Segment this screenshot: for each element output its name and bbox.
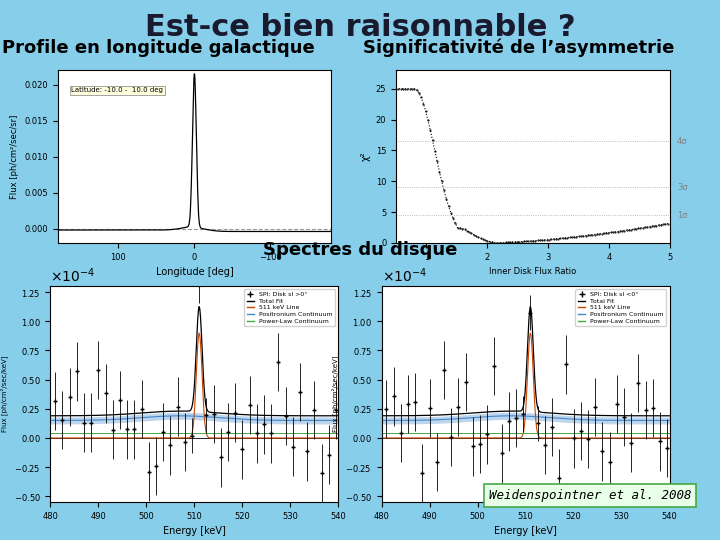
X-axis label: Inner Disk Flux Ratio: Inner Disk Flux Ratio <box>489 267 577 276</box>
X-axis label: Longitude [deg]: Longitude [deg] <box>156 267 233 277</box>
Y-axis label: χ²: χ² <box>360 152 370 161</box>
Text: 3σ: 3σ <box>677 183 688 192</box>
Text: Latitude: -10.0 -  10.0 deg: Latitude: -10.0 - 10.0 deg <box>71 87 163 93</box>
Legend: SPI: Disk sl <0°, Total Fit, 511 keV Line, Positronium Continuum, Power-Law Cont: SPI: Disk sl <0°, Total Fit, 511 keV Lin… <box>575 289 667 326</box>
X-axis label: Energy [keV]: Energy [keV] <box>163 526 226 536</box>
Y-axis label: Flux [ph/cm²/sec/keV]: Flux [ph/cm²/sec/keV] <box>332 356 339 433</box>
X-axis label: Energy [keV]: Energy [keV] <box>494 526 557 536</box>
Legend: SPI: Disk sl >0°, Total Fit, 511 keV Line, Positronium Continuum, Power-Law Cont: SPI: Disk sl >0°, Total Fit, 511 keV Lin… <box>244 289 336 326</box>
Text: Est-ce bien raisonnable ?: Est-ce bien raisonnable ? <box>145 12 575 42</box>
Text: Significativité de l’asymmetrie: Significativité de l’asymmetrie <box>363 38 674 57</box>
Text: 4σ: 4σ <box>677 137 688 146</box>
Y-axis label: Flux [ph/cm²/sec/keV]: Flux [ph/cm²/sec/keV] <box>1 356 8 433</box>
Text: Spectres du disque: Spectres du disque <box>263 241 457 259</box>
Y-axis label: Flux [ph/cm²/sec/sr]: Flux [ph/cm²/sec/sr] <box>9 114 19 199</box>
Text: Profile en longitude galactique: Profile en longitude galactique <box>2 39 315 57</box>
Text: 1σ: 1σ <box>677 211 688 220</box>
Text: Weidenspointner et al. 2008: Weidenspointner et al. 2008 <box>489 489 691 502</box>
